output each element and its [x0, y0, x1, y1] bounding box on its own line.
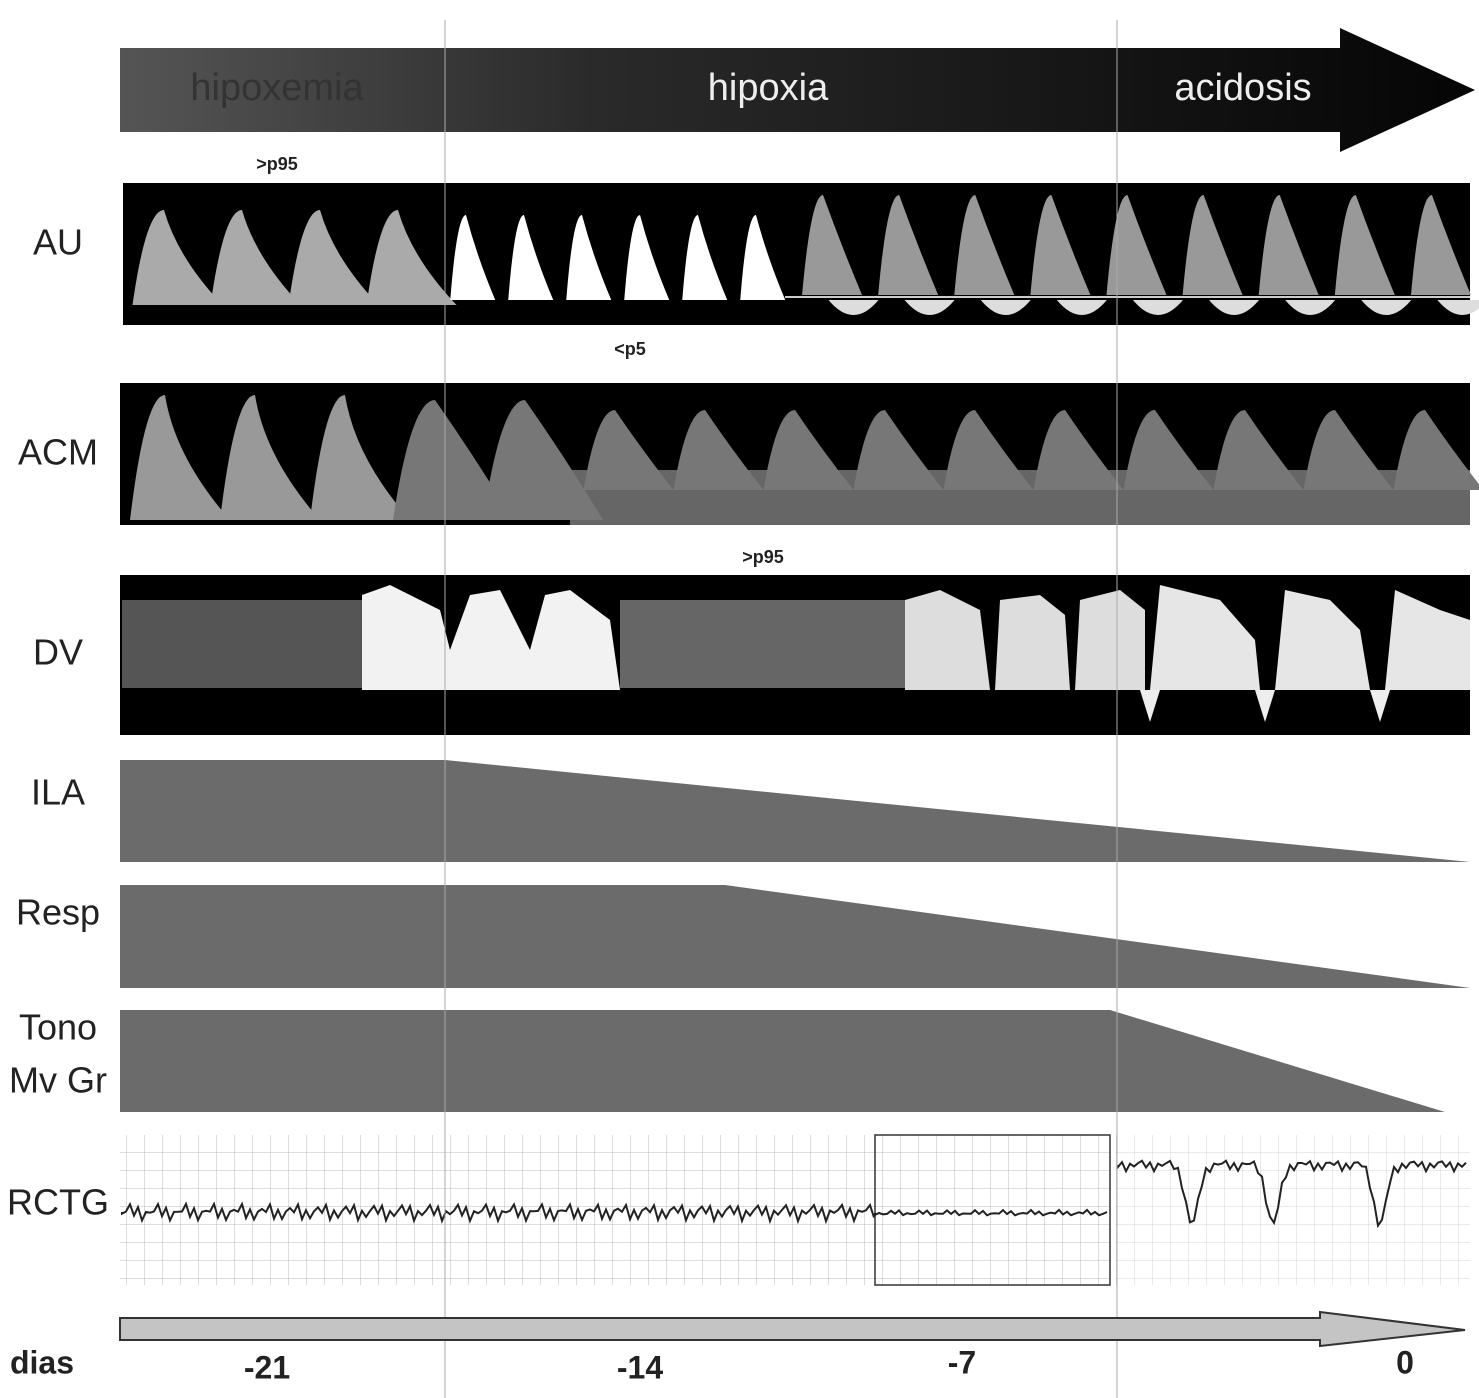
phase-label: hipoxia — [708, 67, 829, 109]
ctg-trace — [121, 1201, 875, 1225]
reverse-flow — [1132, 300, 1183, 315]
doppler-wave — [878, 195, 939, 295]
doppler-wave — [673, 410, 764, 490]
doppler-wave — [1030, 195, 1091, 295]
row-label: ACM — [18, 432, 98, 473]
doppler-wave — [450, 215, 496, 300]
day-label: -7 — [948, 1344, 976, 1380]
doppler-wave — [508, 215, 554, 300]
doppler-wave — [566, 215, 612, 300]
reverse-flow — [828, 300, 879, 315]
doppler-wave — [483, 400, 603, 520]
ctg-grid — [1115, 1135, 1470, 1285]
row-label: RCTG — [7, 1182, 109, 1223]
doppler-wave — [1334, 195, 1395, 295]
annotation: >p95 — [742, 547, 784, 567]
phase-label: hipoxemia — [190, 67, 364, 109]
axis-label: dias — [10, 1344, 74, 1380]
reverse-flow — [1437, 300, 1479, 315]
doppler-wave — [954, 195, 1015, 295]
row-label: AU — [33, 222, 83, 263]
ila-bar — [120, 760, 1470, 862]
doppler-wave — [943, 410, 1034, 490]
dv-wave — [905, 590, 1145, 690]
doppler-wave — [1410, 195, 1471, 295]
ctg-grid — [120, 1135, 875, 1285]
dv-wave — [620, 600, 905, 688]
annotation: <p5 — [614, 339, 646, 359]
annotation: >p95 — [256, 154, 298, 174]
doppler-wave — [310, 395, 410, 520]
tono-bar — [120, 1010, 1445, 1112]
doppler-wave — [210, 210, 301, 305]
reverse-flow — [1255, 690, 1275, 722]
reverse-flow — [980, 300, 1031, 315]
doppler-wave — [1393, 410, 1479, 490]
row-label: Resp — [16, 892, 100, 933]
day-label: -14 — [617, 1349, 663, 1385]
doppler-wave — [393, 400, 513, 520]
day-label: 0 — [1396, 1344, 1414, 1380]
day-label: -21 — [244, 1349, 290, 1385]
doppler-wave — [682, 215, 728, 300]
doppler-wave — [853, 410, 944, 490]
doppler-wave — [132, 210, 223, 305]
reverse-flow — [1285, 300, 1336, 315]
reverse-flow — [904, 300, 955, 315]
doppler-wave — [130, 395, 230, 520]
row-label: DV — [33, 632, 83, 673]
row-label: Tono — [19, 1007, 97, 1048]
ctg-trace — [874, 1208, 1108, 1217]
doppler-wave — [1033, 410, 1124, 490]
phase-arrow — [120, 28, 1475, 152]
doppler-wave — [802, 195, 863, 295]
waveforms — [122, 195, 1479, 722]
reverse-flow — [1209, 300, 1260, 315]
resp-bar — [120, 885, 1470, 988]
doppler-wave — [624, 215, 670, 300]
doppler-wave — [1123, 410, 1214, 490]
doppler-wave — [1213, 410, 1304, 490]
time-arrow — [119, 1310, 1466, 1348]
dv-wave — [122, 600, 362, 688]
reverse-flow — [1056, 300, 1107, 315]
doppler-wave — [1106, 195, 1167, 295]
doppler-wave — [366, 210, 457, 305]
doppler-wave — [220, 395, 320, 520]
doppler-wave — [583, 410, 674, 490]
phase-label: acidosis — [1174, 67, 1311, 109]
row-label: ILA — [31, 772, 85, 813]
doppler-wave — [1258, 195, 1319, 295]
ctg-trace — [1117, 1159, 1467, 1229]
doppler-wave — [1303, 410, 1394, 490]
row-label: Mv Gr — [9, 1060, 107, 1101]
doppler-wave — [288, 210, 379, 305]
ctg-traces — [121, 1159, 1467, 1229]
doppler-wave — [1182, 195, 1243, 295]
doppler-wave — [740, 215, 786, 300]
reverse-flow — [1140, 690, 1160, 722]
reverse-flow — [1361, 300, 1412, 315]
dv-wave — [1150, 585, 1470, 690]
dv-wave — [362, 585, 620, 690]
reverse-flow — [1370, 690, 1390, 722]
ctg-grid — [874, 1134, 1111, 1286]
doppler-wave — [763, 410, 854, 490]
